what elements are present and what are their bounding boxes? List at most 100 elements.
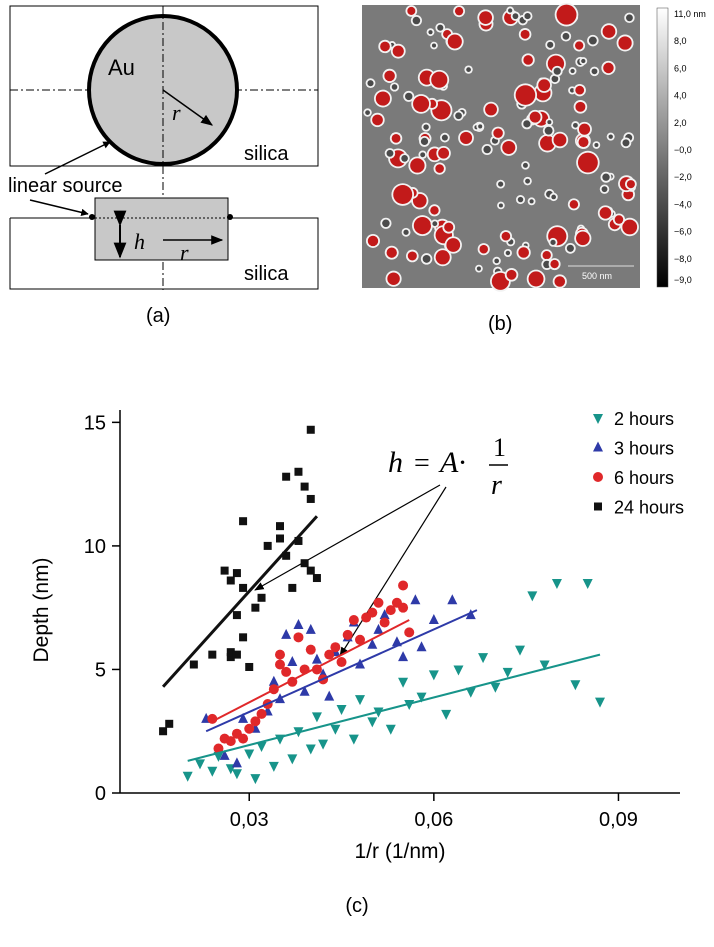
point [318,739,329,750]
legend-label: 3 hours [614,439,674,459]
pit [622,139,630,147]
point [330,724,341,735]
pit [553,133,567,147]
point [165,719,174,728]
pit [387,272,400,285]
pit [551,75,559,83]
point [299,685,310,696]
pit [566,244,574,252]
pit [393,185,413,205]
pit [523,120,531,128]
pit [420,137,429,146]
point [355,695,365,706]
y-axis-label: Depth (nm) [30,557,53,662]
pit [435,164,444,173]
formula: = [414,448,430,479]
pit [577,152,598,173]
legend-marker [593,414,603,424]
point [239,633,248,642]
point [238,733,249,744]
legend-marker [594,502,602,511]
y-tick-label: 0 [95,783,106,805]
radius-arrow [162,89,213,126]
point [238,712,249,723]
pit [538,79,551,92]
point [244,749,255,760]
point [208,650,217,659]
y-tick-label: 10 [84,536,106,558]
pit [602,173,610,181]
pit [591,68,598,75]
pit [382,219,390,228]
point [515,645,525,656]
point [428,614,439,625]
colorbar-label: 6,0 [674,63,687,73]
point [281,666,292,677]
point [159,727,168,736]
pit [367,235,379,247]
pit [599,207,612,219]
pit [446,238,461,252]
pit [386,247,397,258]
point [441,709,452,720]
pit [391,84,398,90]
point [582,578,593,589]
pit [454,7,464,16]
pit [522,162,528,168]
pit [483,145,491,154]
pit [575,101,586,112]
pit [386,149,394,157]
point [213,743,224,754]
pit [512,13,519,20]
point [232,611,241,620]
point [219,749,230,760]
pointer-arrow [339,486,447,657]
pit [528,271,544,287]
point [447,594,458,605]
source-label: linear source [8,175,123,197]
pit [626,180,635,189]
pit [407,251,417,261]
point [324,649,335,660]
legend-marker [593,441,603,452]
point [336,657,347,668]
point [305,644,316,655]
panel-c: Depth (nm) 1/r (1/nm) (c) h = A· 1 r 0 5 1… [30,409,684,917]
point [239,583,248,592]
point [373,597,384,608]
panel-b: 500 nm (b) 11,0 nm 8,0 6,0 4,0 2,0 −0,0 −2,0 −4… [362,2,706,335]
point [379,609,390,620]
point [398,602,409,613]
point [276,522,284,531]
pit [437,24,444,31]
pit [432,221,438,227]
pit [543,260,551,269]
point [398,677,409,688]
pit [626,14,633,22]
caption: (a) [146,305,170,327]
pit [542,251,551,260]
pit [540,135,555,151]
point [404,627,415,638]
point [305,744,316,755]
pit [550,239,556,245]
point [551,578,562,589]
pit [375,91,390,106]
colorbar-label: −0,0 [674,145,692,155]
pit [553,67,561,75]
colorbar-label: 4,0 [674,91,687,101]
pit [413,216,432,235]
point [287,656,298,667]
pit [608,134,613,139]
pit [594,142,599,148]
au-label: Au [108,55,135,80]
formula: h [388,446,403,479]
fit-line [161,515,319,688]
pit [618,36,632,50]
pit [575,41,584,50]
pit [431,71,448,88]
pointer-arrow [254,484,441,591]
colorbar-label: −8,0 [674,254,692,264]
point [453,665,464,676]
point [287,754,298,765]
